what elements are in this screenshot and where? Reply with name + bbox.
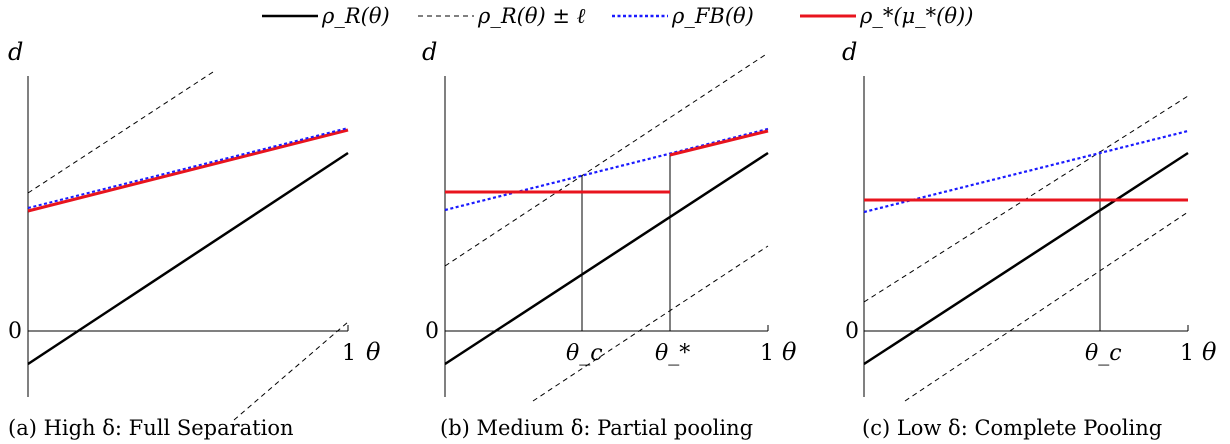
rho-r-line: [27, 151, 349, 366]
panel-b-caption: (b) Medium δ: Partial pooling: [440, 416, 753, 440]
legend-label-rho-r-band: ρ_R(θ) ± ℓ: [477, 4, 586, 28]
x-max-label: 1: [1180, 341, 1194, 366]
panel-a-axes: [27, 76, 349, 397]
x-max-label: 1: [342, 341, 356, 366]
x-max-label: 1: [760, 341, 774, 366]
rho-r-line: [444, 151, 769, 366]
panel-c-caption: (c) Low δ: Complete Pooling: [862, 416, 1162, 440]
panel-c-axes: [863, 76, 1189, 397]
x-axis-label: θ: [782, 338, 797, 366]
y-axis-label: d: [842, 38, 857, 66]
legend-item-rho-r: ρ_R(θ): [262, 4, 390, 28]
rho-fb-line: [444, 127, 769, 212]
legend: ρ_R(θ) ρ_R(θ) ± ℓ ρ_FB(θ) ρ_*(μ_*(θ)): [262, 4, 973, 28]
panel-c: d θ 0 1 θ_c (c) Low δ: Complete Pooling: [842, 38, 1217, 440]
x-axis-label: θ: [366, 338, 381, 366]
origin-label: 0: [425, 319, 439, 344]
panel-a-caption: (a) High δ: Full Separation: [8, 416, 294, 440]
band-upper: [27, 71, 214, 194]
legend-item-rho-fb: ρ_FB(θ): [612, 4, 754, 28]
y-axis-label: d: [8, 38, 23, 66]
band-upper: [444, 52, 769, 267]
panel-b-axes: [444, 76, 769, 397]
tick-theta-star: θ_*: [655, 341, 690, 366]
tick-theta-c: θ_c: [566, 341, 603, 366]
panel-a: d θ 0 1 (a) High δ: Full Separation: [8, 38, 381, 440]
y-axis-label: d: [422, 38, 437, 66]
band-lower: [233, 321, 349, 421]
band-lower: [532, 245, 769, 402]
rho-r-line: [863, 151, 1189, 366]
legend-item-rho-star: ρ_*(μ_*(θ)): [800, 4, 973, 28]
tick-theta-c: θ_c: [1085, 341, 1122, 366]
rho-star-line: [27, 128, 349, 213]
legend-label-rho-star: ρ_*(μ_*(θ)): [859, 4, 973, 28]
x-axis-label: θ: [1202, 338, 1217, 366]
rho-fb-line: [27, 127, 349, 209]
origin-label: 0: [845, 319, 859, 344]
legend-label-rho-fb: ρ_FB(θ): [671, 4, 754, 28]
band-lower: [904, 211, 1189, 402]
rho-star-separating: [669, 129, 769, 157]
legend-label-rho-r: ρ_R(θ): [321, 4, 390, 28]
panel-b: d θ 0 1 θ_c θ_* (b) Medium δ: Partial po…: [422, 38, 797, 440]
legend-item-rho-r-band: ρ_R(θ) ± ℓ: [418, 4, 586, 28]
origin-label: 0: [8, 319, 22, 344]
